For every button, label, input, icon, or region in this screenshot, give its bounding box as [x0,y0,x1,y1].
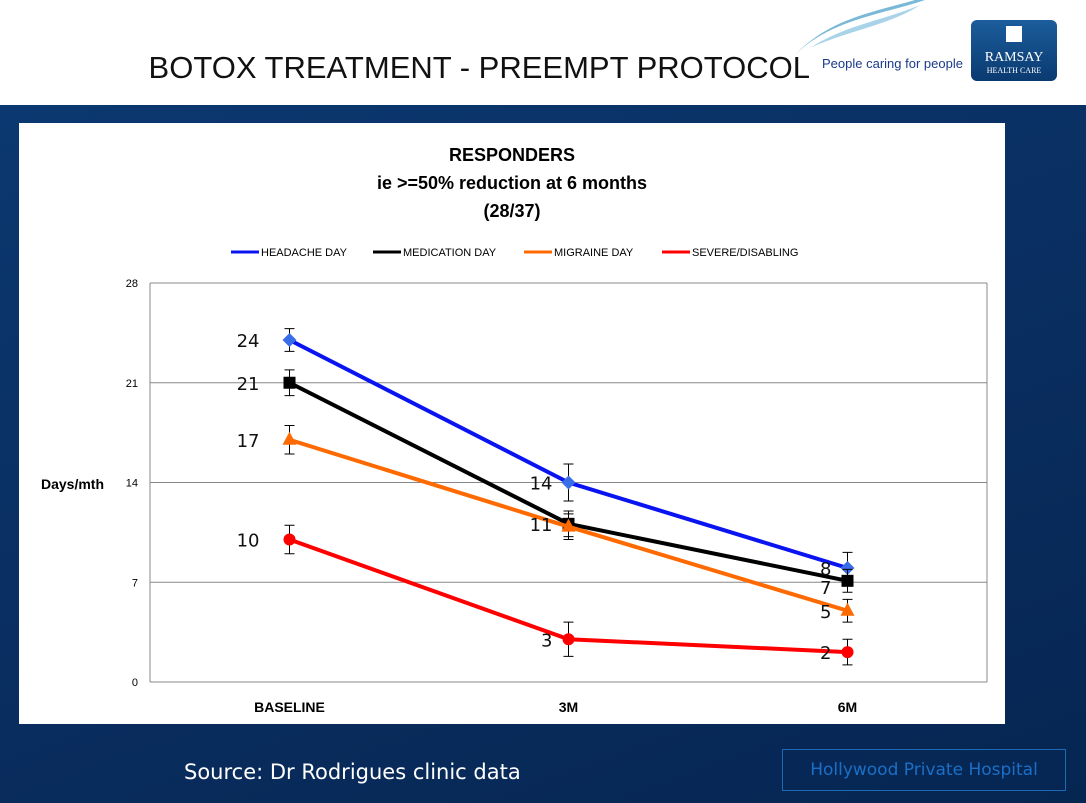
data-label: 10 [237,531,260,552]
data-label: 2 [820,643,831,664]
chart-card: RESPONDERS ie >=50% reduction at 6 months… [19,123,1005,724]
data-point-triangle [840,602,855,616]
y-tick-label: 14 [126,478,138,490]
y-tick-label: 7 [132,577,138,589]
data-label: 11 [530,515,553,536]
data-point-triangle [282,431,297,445]
source-text: Source: Dr Rodrigues clinic data [184,760,521,784]
data-point-square [283,376,296,389]
y-tick-label: 0 [132,677,138,689]
data-point-square [841,574,854,587]
hospital-label: Hollywood Private Hospital [782,749,1066,791]
tagline: People caring for people [822,56,963,71]
ramsay-logo: RAMSAY HEALTH CARE [971,20,1057,81]
data-label: 21 [237,374,260,395]
data-label: 24 [237,331,260,352]
y-tick-label: 21 [126,378,138,390]
x-tick-label: 3M [559,699,578,715]
slide-title: BOTOX TREATMENT - PREEMPT PROTOCOL [148,50,810,85]
legend-label: HEADACHE DAY [261,247,348,259]
data-point-diamond [282,333,297,347]
logo-window-icon [1006,26,1022,42]
chart-title-line: ie >=50% reduction at 6 months [377,173,647,193]
y-tick-label: 28 [126,278,138,290]
chart-title-line: (28/37) [483,201,540,221]
logo-sub: HEALTH CARE [986,66,1042,75]
line-chart: RESPONDERS ie >=50% reduction at 6 months… [41,145,988,715]
data-point-circle [283,533,296,546]
swoosh-graphic [795,0,925,55]
legend-label: MEDICATION DAY [403,247,497,259]
x-tick-label: BASELINE [254,699,325,715]
data-point-triangle [561,518,576,532]
data-point-circle [841,646,854,659]
data-label: 14 [530,474,553,495]
data-label: 17 [237,431,260,452]
logo-name: RAMSAY [984,50,1044,65]
data-point-diamond [561,475,576,490]
data-label: 8 [820,559,831,580]
legend-label: MIGRAINE DAY [554,247,634,259]
y-axis-label: Days/mth [41,476,104,492]
data-label: 3 [541,630,552,651]
x-tick-label: 6M [838,699,857,715]
data-label: 5 [820,602,831,623]
legend-label: SEVERE/DISABLING [692,247,798,259]
slide-header: BOTOX TREATMENT - PREEMPT PROTOCOL Peopl… [0,0,1086,105]
chart-title-line: RESPONDERS [449,145,575,165]
data-label: 7 [820,578,831,599]
data-point-diamond [840,561,855,575]
data-point-circle [562,633,575,646]
